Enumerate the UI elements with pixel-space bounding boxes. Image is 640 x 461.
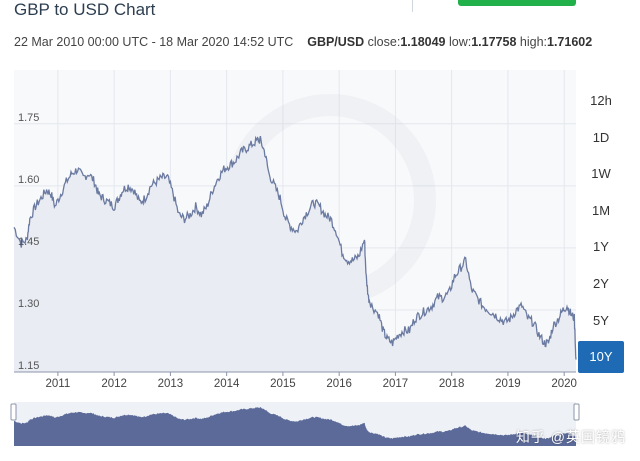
price-line	[13, 135, 577, 360]
currency-pair: GBP/USD	[307, 35, 365, 49]
y-axis: 1.15 1.30 1.45 1.60 1.75	[18, 112, 39, 372]
navigator[interactable]	[10, 402, 580, 446]
y-tick-label: 1.60	[18, 174, 39, 186]
x-tick-label: 2012	[101, 378, 127, 390]
timeframe-button-1y[interactable]: 1Y	[578, 231, 624, 264]
timeframe-button-1w[interactable]: 1W	[578, 158, 624, 191]
timeframe-button-1d[interactable]: 1D	[578, 121, 624, 154]
page-title: GBP to USD Chart	[14, 0, 156, 19]
navigator-left-handle[interactable]	[10, 403, 17, 421]
timeframe-selector: 12h 1D 1W 1M 1Y 2Y 5Y 10Y	[578, 85, 624, 378]
chart-summary: 22 Mar 2010 00:00 UTC - 18 Mar 2020 14:5…	[14, 35, 592, 49]
close-value: 1.18049	[400, 35, 446, 49]
x-tick-label: 2020	[551, 378, 577, 390]
x-tick-label: 2015	[270, 378, 296, 390]
x-tick-label: 2018	[439, 378, 465, 390]
x-axis: 2011 2012 2013 2014 2015 2016 2017 2018 2019 2020	[46, 372, 577, 390]
timeframe-button-10y[interactable]: 10Y	[578, 341, 624, 374]
high-label: high:	[519, 35, 547, 49]
navigator-right-handle[interactable]	[573, 403, 580, 421]
watermark-text: 知乎 @英国镜鸦	[515, 429, 626, 445]
x-tick-label: 2013	[158, 378, 184, 390]
timeframe-button-12h[interactable]: 12h	[578, 85, 624, 117]
navigator-series	[14, 407, 576, 446]
low-label: low:	[448, 35, 472, 49]
price-area	[14, 136, 576, 372]
close-label: close:	[367, 35, 401, 49]
y-tick-label: 1.45	[18, 236, 39, 248]
y-tick-label: 1.75	[18, 112, 39, 124]
y-tick-label: 1.30	[18, 298, 39, 310]
x-tick-label: 2016	[326, 378, 352, 390]
x-tick-label: 2019	[495, 378, 521, 390]
date-range: 22 Mar 2010 00:00 UTC - 18 Mar 2020 14:5…	[14, 35, 294, 49]
header-divider	[412, 0, 413, 12]
x-tick-label: 2017	[383, 378, 409, 390]
timeframe-button-2y[interactable]: 2Y	[578, 267, 624, 300]
header-action-button[interactable]	[458, 0, 576, 6]
x-tick-label: 2011	[46, 378, 71, 390]
low-value: 1.17758	[471, 35, 517, 49]
timeframe-button-1m[interactable]: 1M	[578, 194, 624, 227]
timeframe-button-5y[interactable]: 5Y	[578, 304, 624, 337]
y-tick-label: 1.15	[18, 360, 39, 372]
x-tick-label: 2014	[214, 378, 240, 390]
high-value: 1.71602	[547, 35, 593, 49]
